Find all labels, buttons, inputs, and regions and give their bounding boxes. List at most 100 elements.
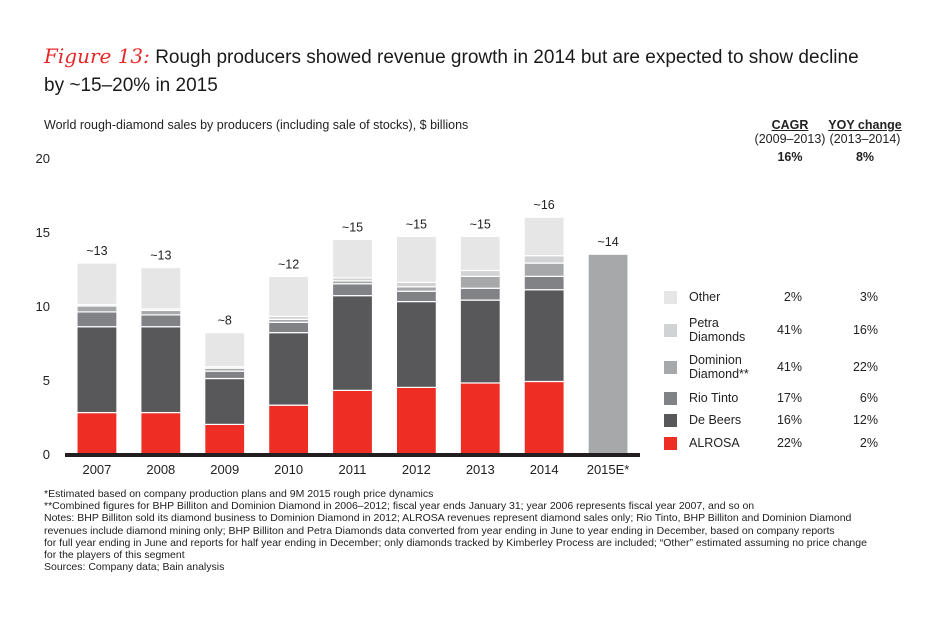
figure-title: Figure 13: Rough producers showed revenu… (44, 42, 864, 100)
note-line: for the players of this segment (44, 549, 185, 562)
sources: Sources: Company data; Bain analysis (44, 561, 225, 574)
bar-segment-dominion-diamond-2008 (140, 309, 182, 316)
bar-segment-other-2009 (204, 332, 246, 368)
bar-segment-total-estimate-2015e (587, 253, 629, 455)
bar-segment-alrosa-2011 (331, 389, 374, 455)
x-tick-label: 2011 (339, 462, 367, 477)
legend-yoy: 3% (859, 290, 878, 304)
total-label: ~13 (86, 244, 107, 258)
legend-item-dominion-diamond: Dominion Diamond** 41% 22% (664, 353, 914, 381)
legend-swatch (664, 360, 677, 374)
x-tick-label: 2014 (530, 462, 559, 477)
bar-segment-rio-tinto-2014 (523, 275, 565, 291)
legend-item-other: Other 2% 3% (664, 290, 914, 304)
legend-swatch (664, 323, 677, 337)
total-label: ~15 (406, 217, 427, 231)
bar-segment-alrosa-2007 (76, 411, 118, 455)
bar-segment-de-beers-2011 (331, 295, 374, 391)
y-tick-label: 20 (36, 151, 50, 166)
legend-yoy: 16% (852, 323, 878, 337)
bar-segment-petra-diamonds-2013 (459, 269, 501, 278)
bar-segment-other-2008 (140, 266, 182, 310)
legend-label: De Beers (689, 413, 742, 427)
x-axis: 2007 2008 2009 2010 2011 2012 2013 2014 2015E* (82, 462, 629, 477)
bar-segment-other-2014 (523, 216, 565, 257)
note-line: for full year ending in June and reports… (44, 536, 867, 549)
bar-segment-rio-tinto-2009 (204, 370, 246, 380)
bar-segment-petra-diamonds-2012 (395, 281, 437, 288)
legend-yoy: 22% (852, 360, 878, 374)
bar-segment-dominion-diamond-2012 (395, 286, 437, 292)
legend-yoy: 2% (859, 436, 878, 450)
x-tick-label: 2010 (274, 462, 303, 477)
bar-segment-other-2013 (459, 235, 501, 272)
bar-segment-alrosa-2014 (523, 380, 565, 455)
note-line: revenues include diamond mining only; BH… (44, 524, 835, 537)
bar-segment-de-beers-2013 (459, 299, 501, 384)
total-label: ~15 (470, 217, 491, 231)
legend-yoy: 12% (852, 413, 878, 427)
legend-yoy: 6% (859, 391, 878, 405)
bar-segment-other-2012 (395, 235, 437, 283)
note-line: Notes: BHP Billiton sold its diamond bus… (44, 512, 852, 525)
legend-swatch (664, 391, 677, 405)
legend-label: ALROSA (689, 436, 740, 450)
bar-segment-rio-tinto-2010 (268, 321, 310, 334)
x-tick-label: 2013 (466, 462, 495, 477)
bar-segment-other-2007 (76, 262, 118, 306)
bar-segment-petra-diamonds-2014 (523, 255, 565, 264)
bar-segment-de-beers-2009 (204, 377, 246, 425)
legend-item-rio-tinto: Rio Tinto 17% 6% (664, 391, 914, 405)
legend-item-alrosa: ALROSA 22% 2% (664, 436, 914, 450)
legend-label: Rio Tinto (689, 391, 739, 405)
footnote-combined: **Combined figures for BHP Billiton and … (44, 500, 755, 513)
legend-label: Petra Diamonds (689, 316, 746, 344)
bar-segment-de-beers-2014 (523, 289, 565, 383)
total-label: ~13 (150, 249, 171, 263)
cagr-label: CAGR (771, 118, 809, 132)
legend-cagr: 17% (776, 391, 802, 405)
chart-subtitle: World rough-diamond sales by producers (… (44, 118, 469, 132)
legend-item-de-beers: De Beers 16% 12% (664, 413, 914, 427)
yoy-header: YOY change (2013–2014) 8% (822, 118, 908, 164)
cagr-period: (2009–2013) (754, 132, 826, 146)
bar-segment-other-2010 (268, 275, 310, 317)
total-label: ~8 (218, 314, 232, 328)
x-tick-label: 2009 (210, 462, 239, 477)
total-label: ~12 (278, 257, 299, 271)
bar-segment-alrosa-2010 (268, 404, 310, 455)
y-tick-label: 5 (43, 373, 50, 388)
bar-segment-de-beers-2010 (268, 332, 310, 406)
total-label: ~16 (534, 198, 555, 212)
total-label: ~14 (597, 235, 618, 249)
bar-segment-dominion-diamond-2014 (523, 262, 565, 277)
y-tick-label: 15 (36, 225, 50, 240)
legend-label: Other (689, 290, 721, 304)
legend-cagr: 2% (783, 290, 802, 304)
legend-cagr: 41% (776, 323, 802, 337)
bar-segment-de-beers-2012 (395, 300, 437, 388)
footnotes: *Estimated based on company production p… (44, 488, 924, 573)
yoy-total: 8% (855, 150, 875, 164)
x-tick-label: 2008 (146, 462, 175, 477)
bar-segment-rio-tinto-2011 (331, 283, 374, 297)
total-label: ~15 (342, 220, 363, 234)
figure-title-text: Rough producers showed revenue growth in… (44, 47, 859, 96)
bar-segment-rio-tinto-2012 (395, 290, 437, 303)
bar-segment-de-beers-2008 (140, 326, 182, 414)
legend-cagr: 22% (776, 436, 802, 450)
bar-segment-rio-tinto-2007 (76, 311, 118, 328)
bar-segment-alrosa-2012 (395, 386, 437, 455)
legend-swatch (664, 436, 677, 450)
legend-label: Dominion Diamond** (689, 353, 749, 381)
bar-segment-dominion-diamond-2013 (459, 275, 501, 289)
figure-label: Figure 13: (44, 44, 150, 68)
cagr-total: 16% (777, 150, 803, 164)
x-tick-label: 2007 (82, 462, 111, 477)
cagr-header: CAGR (2009–2013) 16% (748, 118, 832, 164)
y-tick-label: 10 (36, 299, 50, 314)
bars (76, 216, 629, 455)
x-tick-label: 2015E* (587, 462, 630, 477)
legend-cagr: 41% (776, 360, 802, 374)
